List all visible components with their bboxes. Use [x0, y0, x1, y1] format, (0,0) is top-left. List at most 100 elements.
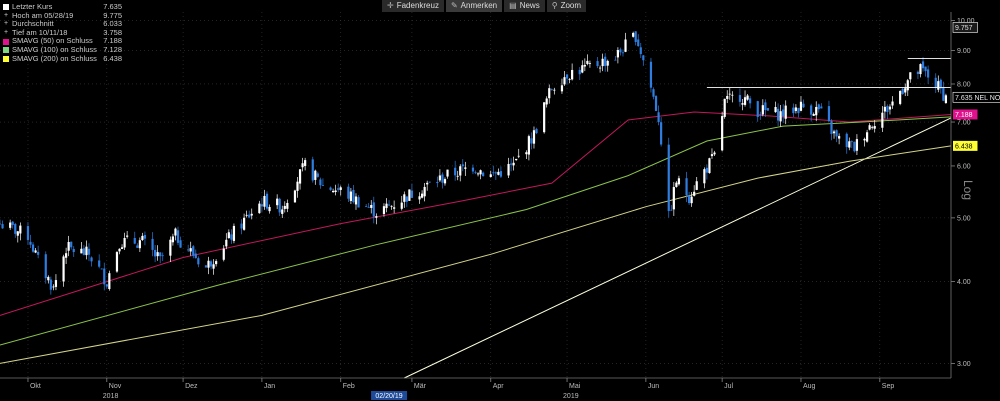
legend-average[interactable]: + Durchschnitt 6.033: [3, 20, 122, 29]
candle-body: [649, 61, 653, 88]
candle-body: [703, 169, 706, 184]
candle-body: [332, 190, 335, 193]
candle-body: [738, 95, 742, 102]
candle-body: [563, 77, 566, 85]
candle-body: [553, 89, 556, 91]
y-tick-label: 10.00: [957, 18, 975, 25]
candle-body: [365, 206, 368, 208]
candle-body: [927, 69, 930, 78]
legend-last-price[interactable]: Letzter Kurs 7.635: [3, 2, 122, 12]
legend-low[interactable]: + Tief am 10/11/18 3.758: [3, 27, 122, 38]
candle-body: [888, 106, 892, 110]
candle-body: [19, 225, 22, 234]
zoom-button[interactable]: ⚲ Zoom: [546, 0, 587, 12]
legend-label: SMAVG (200) on Schluss: [12, 53, 97, 63]
legend-label: Hoch am 05/28/19: [12, 10, 74, 20]
y-tick-label: 4.00: [957, 279, 971, 286]
candle-body: [792, 107, 795, 114]
candle-body: [456, 175, 459, 177]
candle-body: [29, 241, 32, 245]
candle-body: [54, 280, 58, 287]
candle-body: [543, 102, 546, 133]
candle-body: [598, 67, 602, 69]
annotate-button[interactable]: ✎ Anmerken: [445, 0, 503, 12]
candle-body: [492, 172, 495, 174]
candle-body: [764, 102, 767, 111]
candle-body: [759, 114, 762, 116]
candle-body: [34, 250, 37, 253]
news-button[interactable]: ▤ News: [504, 0, 545, 12]
candle-body: [583, 64, 586, 67]
candle-body: [507, 163, 510, 176]
candle-body: [476, 173, 480, 175]
candle-body: [830, 121, 833, 134]
candle-body: [408, 189, 411, 201]
candle-body: [774, 106, 777, 113]
candle-body: [426, 182, 429, 185]
year-label: 2018: [103, 393, 119, 400]
candle-body: [779, 111, 782, 122]
candle-body: [9, 222, 12, 228]
candle-body: [479, 170, 482, 175]
candle-body: [776, 108, 780, 121]
legend-label: Letzter Kurs: [12, 2, 53, 11]
candle-body: [621, 52, 625, 54]
candle-body: [515, 158, 518, 161]
candle-body: [286, 202, 289, 209]
candle-body: [100, 268, 103, 270]
legend-smavg-100[interactable]: SMAVG (100) on Schluss 7.128: [3, 45, 122, 55]
candle-body: [654, 96, 658, 111]
candle-body: [596, 61, 599, 67]
candle-body: [187, 249, 190, 251]
candle-body: [367, 206, 370, 208]
crosshair-button[interactable]: ✛ Fadenkreuz: [382, 0, 444, 12]
candle-body: [49, 279, 52, 290]
candle-body: [632, 32, 635, 37]
candle-body: [721, 116, 724, 151]
candle-body: [667, 144, 670, 211]
candle-body: [245, 214, 248, 216]
legend-label: Tief am 10/11/18: [12, 27, 68, 37]
x-tick-label: Jul: [724, 383, 733, 390]
candle-body: [179, 240, 182, 248]
x-tick-label: Okt: [30, 383, 41, 390]
candle-body: [863, 138, 866, 141]
candle-body: [695, 181, 698, 190]
legend-smavg-200[interactable]: SMAVG (200) on Schluss 6.438: [3, 53, 122, 64]
candle-body: [44, 254, 47, 279]
legend-smavg-50[interactable]: SMAVG (50) on Schluss 7.188: [3, 37, 122, 46]
candle-body: [296, 181, 299, 191]
candle-body: [0, 223, 2, 225]
candle-body: [222, 248, 225, 260]
candle-body: [52, 286, 55, 288]
candle-body: [672, 187, 675, 210]
candle-body: [568, 78, 571, 80]
candle-body: [525, 152, 528, 155]
zoom-icon: ⚲: [551, 1, 558, 10]
candle-body: [62, 256, 65, 282]
price-tag-label: 7.188: [955, 112, 973, 119]
candle-body: [634, 31, 637, 43]
candle-body: [827, 106, 831, 122]
candle-body: [670, 209, 673, 211]
candle-body: [260, 204, 264, 207]
candle-body: [865, 132, 869, 142]
candle-body: [31, 244, 35, 252]
candle-body: [159, 252, 162, 257]
legend-swatch: [3, 4, 9, 11]
candle-body: [512, 162, 515, 166]
candle-body: [281, 209, 284, 214]
candle-body: [428, 181, 431, 183]
candle-body: [240, 223, 243, 229]
candle-body: [243, 217, 246, 230]
candle-body: [797, 107, 800, 114]
candle-body: [464, 167, 467, 169]
candle-body: [276, 198, 279, 206]
legend-high[interactable]: + Hoch am 05/28/19 9.775: [3, 10, 122, 21]
candle-body: [443, 179, 447, 184]
ma-line: [0, 116, 952, 346]
candle-body: [578, 69, 581, 75]
candle-body: [123, 237, 126, 248]
legend-value: 9.775: [103, 10, 122, 20]
